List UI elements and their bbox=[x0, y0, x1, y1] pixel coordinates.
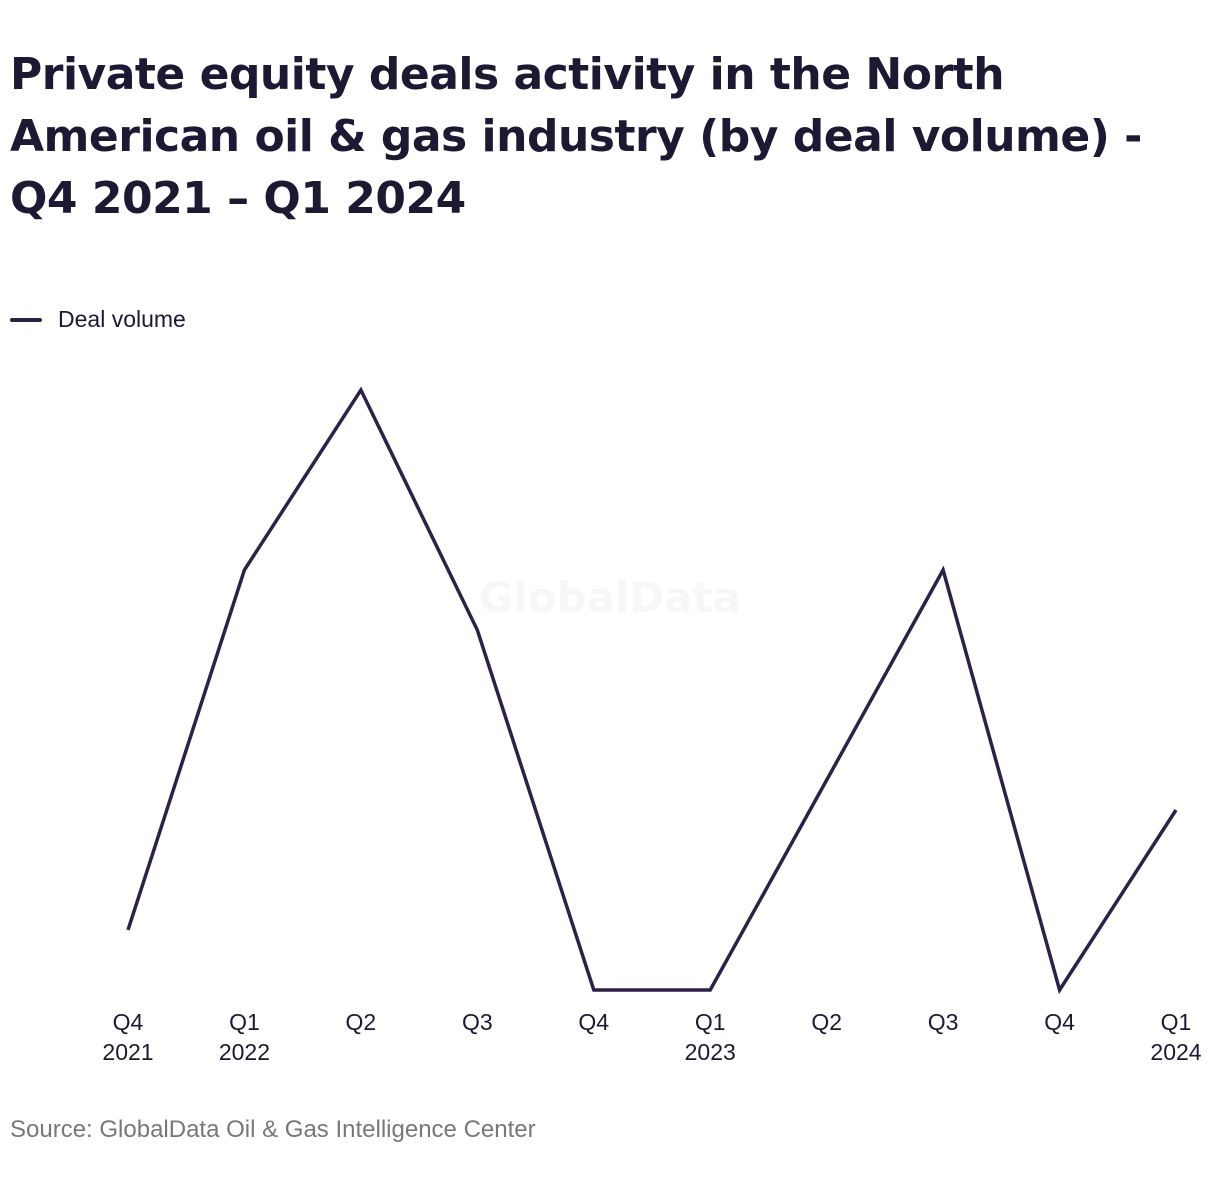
legend: Deal volume bbox=[10, 306, 186, 333]
x-tick-label: Q1 2022 bbox=[219, 1009, 270, 1065]
data-point bbox=[821, 774, 833, 786]
data-point bbox=[355, 384, 367, 396]
x-tick-label: Q3 bbox=[928, 1009, 959, 1035]
data-point bbox=[1054, 984, 1066, 996]
data-point bbox=[1170, 804, 1182, 816]
x-tick-label: Q4 bbox=[578, 1009, 609, 1035]
data-point bbox=[937, 564, 949, 576]
x-tick-label: Q1 2023 bbox=[685, 1009, 736, 1065]
source-note: Source: GlobalData Oil & Gas Intelligenc… bbox=[10, 1116, 536, 1143]
x-tick-label: Q4 2021 bbox=[102, 1009, 153, 1065]
data-point bbox=[122, 924, 134, 936]
line-chart: GlobalData Q4 2021 Q1 2022 Q2 Q3 Q4 Q1 2023 Q2 Q3 Q4… bbox=[102, 384, 1202, 1065]
x-tick-label: Q2 bbox=[811, 1009, 842, 1035]
legend-swatch bbox=[10, 317, 42, 322]
data-point bbox=[238, 564, 250, 576]
watermark: GlobalData bbox=[479, 573, 741, 622]
x-tick-label: Q2 bbox=[346, 1009, 377, 1035]
x-tick-label: Q3 bbox=[462, 1009, 493, 1035]
data-point bbox=[588, 984, 600, 996]
x-tick-label: Q4 bbox=[1044, 1009, 1075, 1035]
data-point bbox=[704, 984, 716, 996]
series-line-deal-volume bbox=[126, 386, 1178, 995]
legend-label: Deal volume bbox=[58, 306, 186, 332]
x-tick-label: Q1 2024 bbox=[1150, 1009, 1201, 1065]
data-point bbox=[471, 624, 483, 636]
chart-title: Private equity deals activity in the Nor… bbox=[10, 49, 1142, 224]
